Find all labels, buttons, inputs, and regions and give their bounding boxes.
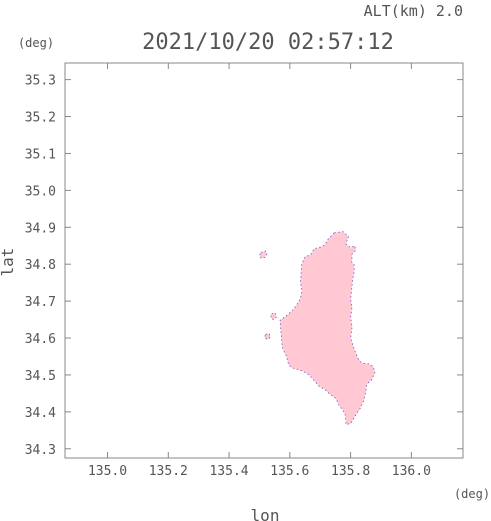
y-tick-label: 34.4 — [25, 406, 56, 421]
y-tick-label: 34.8 — [25, 258, 56, 273]
x-axis-title: lon — [251, 506, 280, 521]
altitude-label: ALT(km) 2.0 — [364, 2, 463, 20]
map-region-2 — [270, 312, 277, 321]
map-region-0 — [279, 231, 376, 425]
regions-layer — [258, 231, 376, 425]
y-unit-label: (deg) — [18, 36, 54, 50]
x-tick-label: 135.2 — [149, 464, 188, 479]
x-tick-label: 135.4 — [209, 464, 248, 479]
y-tick-label: 34.3 — [25, 443, 56, 458]
x-unit-label: (deg) — [454, 487, 490, 501]
x-tick-label: 135.6 — [270, 464, 309, 479]
x-tick-label: 135.8 — [331, 464, 370, 479]
y-tick-label: 34.6 — [25, 332, 56, 347]
x-axis-ticks: 135.0 135.2 135.4 135.6 135.8 136.0 — [88, 63, 431, 479]
chart-title: 2021/10/20 02:57:12 — [142, 30, 394, 55]
map-region-1 — [258, 250, 268, 259]
y-tick-label: 34.7 — [25, 295, 56, 310]
y-axis-ticks: 34.3 34.4 34.5 34.6 34.7 34.8 34.9 35.0 35.1 35.2… — [25, 74, 463, 458]
y-tick-label: 35.1 — [25, 147, 56, 162]
y-tick-label: 35.3 — [25, 74, 56, 89]
y-tick-label: 34.5 — [25, 369, 56, 384]
x-tick-label: 135.0 — [88, 464, 127, 479]
map-region-3 — [264, 333, 271, 340]
plot-frame — [64, 62, 464, 459]
y-tick-label: 35.2 — [25, 111, 56, 126]
y-tick-label: 35.0 — [25, 184, 56, 199]
y-axis-title: lat — [0, 248, 17, 277]
x-tick-label: 136.0 — [392, 464, 431, 479]
y-tick-label: 34.9 — [25, 221, 56, 236]
